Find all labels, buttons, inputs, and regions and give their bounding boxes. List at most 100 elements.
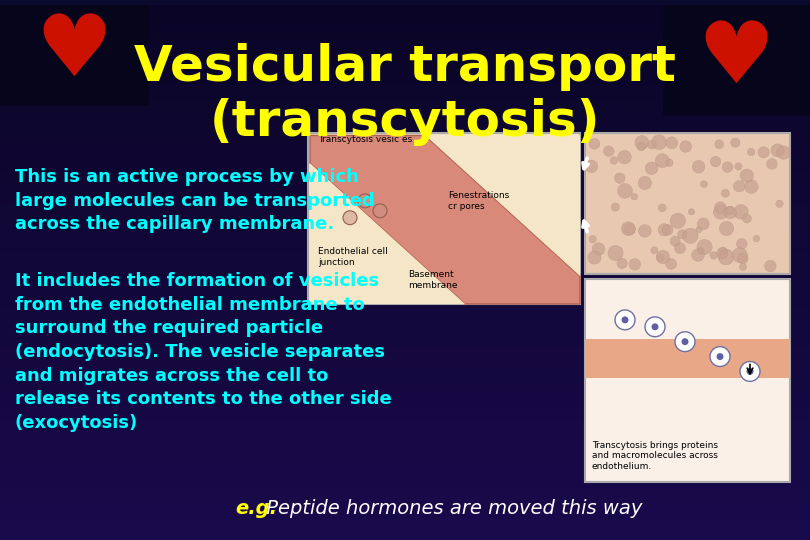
Circle shape [678,230,687,239]
Circle shape [680,141,692,152]
Circle shape [666,259,676,269]
Polygon shape [310,163,465,304]
Circle shape [740,361,760,381]
Circle shape [670,236,680,246]
Circle shape [585,160,598,173]
Circle shape [675,242,685,254]
Circle shape [733,180,745,192]
FancyBboxPatch shape [585,279,790,482]
Circle shape [657,254,664,261]
Circle shape [753,235,760,242]
Circle shape [610,157,618,164]
Circle shape [662,225,673,235]
Circle shape [710,157,721,167]
Circle shape [737,253,748,264]
Circle shape [652,135,667,150]
Circle shape [659,204,666,212]
Text: Transcytosis vesic es: Transcytosis vesic es [318,136,412,144]
Circle shape [588,251,601,264]
Circle shape [681,338,688,345]
Circle shape [719,221,734,235]
Circle shape [718,249,734,265]
Circle shape [696,226,702,233]
Circle shape [615,310,635,330]
Circle shape [735,163,742,170]
Circle shape [776,200,783,207]
Circle shape [650,247,658,254]
Polygon shape [310,136,580,304]
Circle shape [714,205,727,219]
Circle shape [373,204,387,218]
Circle shape [710,252,718,259]
Circle shape [615,173,625,184]
Circle shape [603,146,614,157]
Circle shape [744,180,758,193]
Circle shape [629,259,641,270]
Circle shape [697,247,705,254]
Circle shape [358,194,372,208]
Circle shape [724,207,736,219]
FancyBboxPatch shape [0,4,149,106]
Circle shape [688,209,695,215]
Circle shape [766,159,778,170]
Circle shape [748,148,755,156]
Circle shape [343,211,357,225]
Circle shape [618,151,631,164]
Circle shape [723,162,733,172]
Text: This is an active process by which
large molecules can be transported
across the: This is an active process by which large… [15,168,375,233]
Circle shape [638,225,651,237]
Circle shape [777,146,791,159]
Circle shape [714,202,726,213]
FancyBboxPatch shape [308,133,580,304]
FancyBboxPatch shape [585,133,790,274]
Circle shape [771,144,784,157]
Circle shape [719,247,727,255]
Circle shape [637,143,646,151]
Circle shape [592,243,605,255]
Text: Transcytosis brings proteins
and macromolecules across
endothelium.: Transcytosis brings proteins and macromo… [592,441,718,471]
Text: ♥: ♥ [36,11,113,93]
Circle shape [666,137,678,148]
Circle shape [710,347,730,367]
Circle shape [726,206,734,215]
Circle shape [743,214,752,223]
Text: ♥: ♥ [697,18,774,100]
Circle shape [692,249,705,261]
Text: Vesicular transport: Vesicular transport [134,43,676,91]
Circle shape [621,222,635,235]
Circle shape [589,235,596,243]
Circle shape [701,181,707,187]
Circle shape [717,353,723,360]
Circle shape [734,205,748,219]
Circle shape [635,136,649,149]
Circle shape [665,159,673,166]
Circle shape [697,239,712,254]
Circle shape [683,228,698,244]
Circle shape [612,203,620,211]
Circle shape [631,193,637,200]
Circle shape [670,213,685,228]
Text: Fenestrations
cr pores: Fenestrations cr pores [448,191,509,211]
Circle shape [638,177,651,190]
Circle shape [740,264,747,271]
Circle shape [758,147,770,158]
Text: It includes the formation of vesicles
from the endothelial membrane to
surround : It includes the formation of vesicles fr… [15,272,392,432]
Circle shape [715,140,723,149]
Text: (transcytosis): (transcytosis) [210,98,600,146]
Circle shape [646,162,658,174]
Circle shape [645,317,665,337]
Circle shape [736,239,747,249]
FancyBboxPatch shape [663,4,810,116]
Circle shape [617,184,633,198]
Circle shape [608,246,623,261]
Circle shape [765,260,776,272]
Circle shape [655,154,669,167]
Text: e.g.: e.g. [235,499,277,518]
Circle shape [656,250,670,264]
Circle shape [740,169,753,183]
Polygon shape [585,339,790,379]
Circle shape [722,189,729,197]
Circle shape [732,248,748,262]
Circle shape [659,224,671,236]
Circle shape [651,323,659,330]
